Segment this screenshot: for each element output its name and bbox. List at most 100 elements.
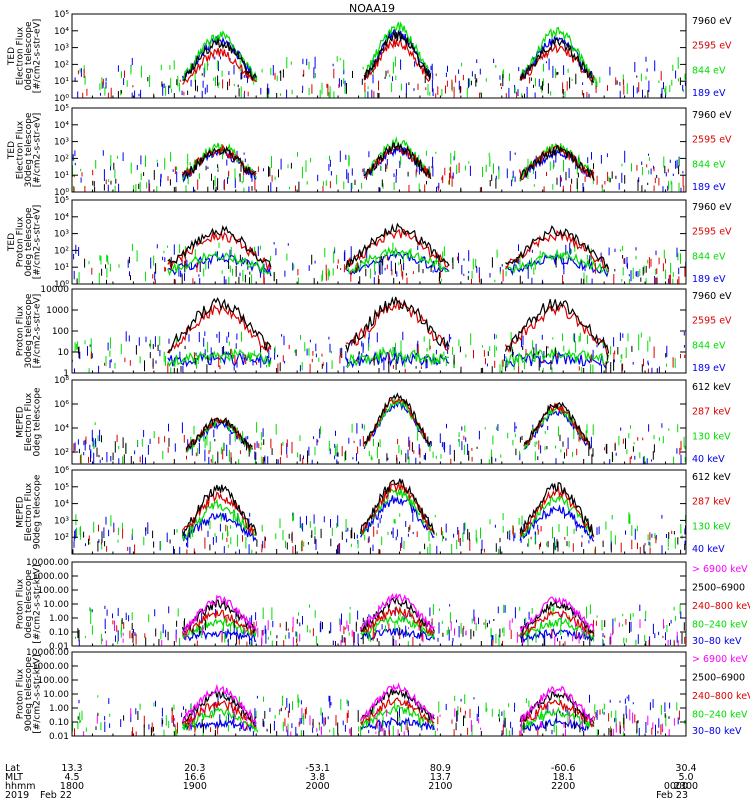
ytick-label: 10²: [54, 60, 69, 70]
xaxis-value: 13.3: [61, 763, 82, 774]
xaxis-value: 2200: [551, 781, 575, 792]
panel-frame: [71, 379, 687, 465]
xaxis-value: -53.1: [305, 763, 330, 774]
legend-label: 2595 eV: [692, 41, 732, 52]
xaxis-row-label: MLT: [5, 772, 23, 783]
ylabel-line: [#/cm2-s-str-eV]: [33, 113, 43, 188]
noise-meped-p-0deg-2: [112, 616, 686, 646]
legend-label: 30–80 keV: [692, 636, 742, 647]
ytick-label: 10¹: [54, 263, 69, 273]
trace-ted-e-0deg-2: [182, 21, 595, 82]
ytick-label: 0.01: [49, 642, 69, 652]
ylabel-line: [#/cm2-s-str-keV]: [33, 654, 43, 733]
legend-label: 189 eV: [692, 88, 726, 99]
xaxis-value: 80.9: [430, 763, 451, 774]
ylabel-line: TED: [7, 47, 17, 66]
legend-label: 844 eV: [692, 159, 726, 170]
legend-label: 2500–6900: [692, 583, 745, 594]
panel-meped-p-0deg: 0.01 0.10 1.00 10.00 100.00 1000.00 10000.00Pr…: [16, 558, 750, 652]
ytick-label: 1.00: [49, 704, 69, 714]
ytick-label: 10²: [54, 448, 69, 458]
trace-ted-p-30deg-0: [167, 296, 610, 354]
legend-label: 80–240 keV: [692, 620, 748, 631]
ytick-label: 100.00: [38, 586, 70, 596]
ytick-label: 10³: [54, 138, 69, 148]
ylabel-line: MEPED: [16, 496, 26, 528]
ylabel-line: Electron Flux: [24, 482, 34, 541]
noise-ted-e-30deg-0: [92, 162, 680, 192]
legend-label: 2595 eV: [692, 227, 732, 238]
ytick-label: 10⁴: [54, 121, 69, 131]
ytick-label: 10⁰: [54, 280, 69, 290]
ytick-label: 0.01: [49, 732, 69, 742]
ytick-label: 10000.00: [26, 648, 69, 658]
noise-ted-p-30deg-1: [91, 344, 686, 373]
ytick-label: 10.00: [43, 600, 69, 610]
noise-meped-p-0deg-4: [78, 604, 682, 646]
ytick-label: 1000.00: [32, 572, 69, 582]
legend-label: 240–800 keV: [692, 601, 750, 612]
ytick-label: 10³: [54, 516, 69, 526]
noise-meped-e-0deg-0: [78, 434, 655, 464]
ylabel-line: [#/cm2-s-str-eV]: [33, 19, 43, 94]
xaxis-value: 3.8: [310, 772, 325, 783]
ylabel-line: 0deg telescope: [33, 387, 43, 457]
ylabel-line: 0deg telescope: [24, 569, 34, 639]
legend-label: 130 keV: [692, 521, 731, 532]
ylabel-line: TED: [7, 141, 17, 160]
legend-label: 2595 eV: [692, 316, 732, 327]
ylabel-line: 0deg telescope: [24, 21, 34, 91]
ylabel-line: [#/cm2-s-str-eV]: [33, 294, 43, 369]
ytick-label: 10⁰: [54, 94, 69, 104]
ylabel-line: Electron Flux: [16, 26, 26, 85]
ytick-label: 0.10: [49, 628, 69, 638]
ytick-label: 10³: [54, 230, 69, 240]
ylabel-line: [#/cm2-s-str-keV]: [33, 564, 43, 643]
ytick-label: 10⁵: [54, 104, 69, 114]
ytick-label: 10.00: [43, 690, 69, 700]
ytick-label: 10⁵: [54, 196, 69, 206]
noise-ted-p-0deg-0: [76, 254, 647, 284]
trace-ted-p-0deg-2: [167, 246, 609, 277]
ylabel-line: Proton Flux: [16, 578, 26, 629]
legend-label: 189 eV: [692, 182, 726, 193]
noise-meped-p-90deg-0: [83, 707, 675, 736]
ytick-label: 10⁴: [54, 424, 69, 434]
ylabel-line: 30deg telescope: [24, 112, 34, 187]
xaxis-value: 2100: [428, 781, 452, 792]
legend-label: 40 keV: [692, 544, 725, 555]
trace-ted-e-30deg-0: [182, 141, 595, 181]
xaxis-end-hhmm: 0000: [664, 781, 688, 792]
ylabel-line: 90deg telescope: [24, 656, 34, 731]
noise-meped-e-90deg-2: [75, 512, 686, 554]
legend-label: > 6900 keV: [692, 564, 748, 575]
xaxis-row-label: Lat: [5, 763, 20, 774]
noise-meped-p-0deg-1: [77, 616, 685, 646]
noise-ted-p-30deg-0: [77, 343, 667, 373]
legend-label: 40 keV: [692, 454, 725, 465]
ytick-label: 10: [58, 348, 70, 358]
ytick-label: 100: [52, 327, 69, 337]
noise-meped-p-90deg-1: [77, 707, 670, 736]
legend-label: 2595 eV: [692, 135, 732, 146]
noise-meped-e-90deg-0: [72, 525, 686, 554]
ylabel-line: Proton Flux: [16, 668, 26, 719]
ylabel-line: MEPED: [16, 406, 26, 438]
xaxis-value: Feb 22: [40, 790, 72, 800]
xaxis-end-date: Feb 23: [656, 790, 688, 800]
trace-ted-e-0deg-0: [182, 29, 595, 84]
ylabel-line: Electron Flux: [16, 120, 26, 179]
legend-label: 612 keV: [692, 382, 731, 393]
ytick-label: 1000: [46, 306, 69, 316]
trace-meped-e-90deg-0: [181, 478, 594, 536]
legend-label: 844 eV: [692, 65, 726, 76]
xaxis-value: 13.7: [430, 772, 451, 783]
ytick-label: 10000: [40, 285, 69, 295]
legend-label: 612 keV: [692, 472, 731, 483]
noise-meped-e-0deg-3: [74, 422, 682, 464]
